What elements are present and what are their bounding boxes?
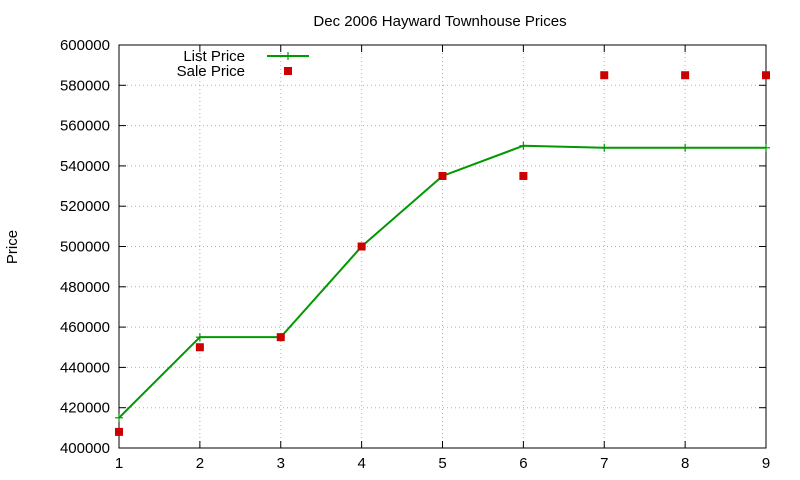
y-tick-label: 540000 xyxy=(60,158,110,175)
series-sale-price xyxy=(115,71,770,436)
data-point xyxy=(681,143,690,152)
data-point xyxy=(115,427,123,436)
data-point xyxy=(762,71,770,80)
legend-label: List Price xyxy=(183,48,245,65)
chart-title: Dec 2006 Hayward Townhouse Prices xyxy=(313,13,566,30)
x-tick-label: 5 xyxy=(438,455,446,472)
y-tick-label: 600000 xyxy=(60,37,110,54)
data-point xyxy=(195,333,204,342)
data-point xyxy=(195,343,204,352)
data-point xyxy=(681,71,690,80)
axes: 400000 420000 440000 460000 480000 500000 5200… xyxy=(60,37,770,472)
y-tick-label: 580000 xyxy=(60,77,110,94)
y-tick-label: 440000 xyxy=(60,359,110,376)
y-tick-label: 500000 xyxy=(60,239,110,256)
data-point xyxy=(762,143,770,152)
y-tick-label: 480000 xyxy=(60,279,110,296)
series-layer xyxy=(115,71,770,436)
legend-item: Sale Price xyxy=(177,63,292,80)
x-tick-label: 1 xyxy=(115,455,123,472)
legend-item: List Price xyxy=(183,48,309,65)
x-tick-label: 7 xyxy=(600,455,608,472)
x-tick-label: 2 xyxy=(196,455,204,472)
x-tick-label: 4 xyxy=(357,455,365,472)
y-tick-label: 420000 xyxy=(60,400,110,417)
legend-swatch-point xyxy=(284,67,292,75)
data-point xyxy=(519,141,528,150)
data-point xyxy=(519,171,528,180)
legend-label: Sale Price xyxy=(177,63,245,80)
y-tick-label: 460000 xyxy=(60,319,110,336)
x-tick-label: 9 xyxy=(762,455,770,472)
legend-swatch-point xyxy=(284,52,292,60)
y-axis-label: Price xyxy=(4,230,21,264)
data-point xyxy=(276,333,285,342)
data-point xyxy=(438,171,447,180)
y-tick-label: 400000 xyxy=(60,440,110,457)
y-tick-label: 520000 xyxy=(60,198,110,215)
y-tick-label: 560000 xyxy=(60,118,110,135)
x-tick-label: 6 xyxy=(519,455,527,472)
x-tick-label: 8 xyxy=(681,455,689,472)
data-point xyxy=(115,413,123,422)
data-point xyxy=(600,71,609,80)
data-point xyxy=(600,143,609,152)
x-tick-label: 3 xyxy=(277,455,285,472)
data-point xyxy=(357,242,366,251)
grid xyxy=(119,45,766,448)
